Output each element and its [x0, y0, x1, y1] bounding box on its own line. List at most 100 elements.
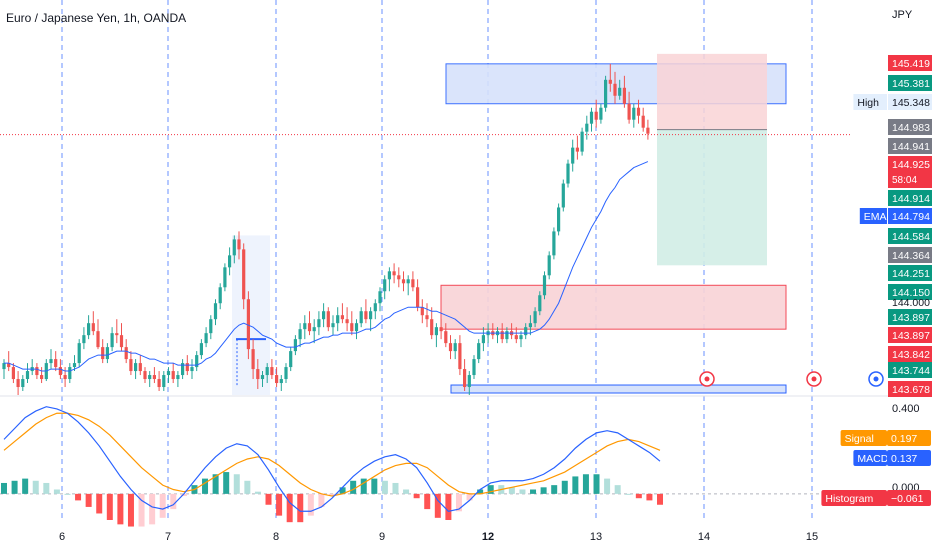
candle-body	[622, 87, 626, 104]
price-label-badge	[888, 265, 932, 281]
histogram-bar	[561, 480, 568, 494]
histogram-bar	[593, 474, 600, 494]
histogram-bar	[96, 493, 103, 514]
histogram-bar	[582, 474, 589, 494]
candle-body	[2, 363, 6, 370]
histogram-bar	[625, 493, 632, 495]
candle-body	[458, 343, 462, 370]
legend-value: 0.137	[891, 453, 917, 465]
candle-body	[25, 371, 30, 380]
take-profit-area	[657, 129, 767, 266]
candle-body	[444, 331, 448, 344]
session-highlight	[232, 235, 270, 395]
candle-body	[326, 311, 330, 328]
candle-body	[260, 375, 265, 380]
candle-body	[35, 367, 39, 376]
candle-body	[430, 319, 434, 336]
legend-tag-label: Signal	[845, 433, 874, 445]
price-label: 145.381	[892, 78, 930, 90]
candle-body	[519, 335, 523, 340]
histogram-bar	[138, 493, 145, 527]
candle-body	[190, 367, 194, 372]
candle-body	[580, 131, 584, 152]
histogram-bar	[75, 493, 82, 501]
candle-body	[143, 371, 147, 380]
histogram-bar	[233, 474, 240, 494]
candles	[2, 63, 650, 395]
price-label-badge	[888, 156, 932, 188]
price-label-badge	[888, 75, 932, 91]
candle-body	[124, 347, 128, 360]
candle-body	[256, 369, 260, 380]
candle-body	[528, 323, 532, 328]
candle-body	[298, 329, 302, 340]
candle-body	[223, 267, 227, 288]
histogram-bar	[212, 474, 219, 494]
currency-label: JPY	[892, 9, 913, 21]
histogram-bar	[445, 493, 452, 520]
histogram-bar	[466, 493, 473, 501]
histogram-bar	[22, 478, 29, 494]
candle-body	[608, 79, 612, 84]
candle-body	[119, 335, 124, 348]
candle-body	[594, 111, 598, 120]
candle-body	[387, 271, 391, 280]
histogram-bar	[85, 493, 92, 507]
price-label: 143.897	[892, 330, 930, 342]
candle-body	[289, 351, 293, 368]
stop-loss-area	[657, 53, 767, 130]
price-label: 144.941	[892, 141, 930, 153]
histogram-bar	[530, 489, 537, 494]
candle-body	[199, 343, 203, 356]
candle-body	[547, 255, 551, 276]
candle-body	[232, 239, 236, 256]
histogram-bar	[254, 491, 261, 494]
candle-body	[251, 349, 255, 370]
legend-value: 0.197	[891, 433, 917, 445]
candle-body	[467, 375, 471, 388]
price-label-badge	[888, 208, 932, 224]
histogram-bar	[149, 493, 156, 525]
histogram-bar	[519, 489, 526, 494]
candle-body	[354, 323, 359, 332]
candle-body	[317, 319, 321, 328]
candle-body	[322, 311, 326, 320]
price-label: 144.150	[892, 287, 930, 299]
candle-body	[72, 363, 77, 368]
candle-body	[557, 207, 561, 232]
candle-body	[359, 311, 363, 324]
event-marker-dot	[873, 376, 879, 382]
candle-body	[101, 347, 105, 360]
histogram-bar	[487, 485, 494, 494]
price-label-badge	[888, 138, 932, 154]
demand-zone	[440, 284, 787, 330]
candle-body	[364, 311, 368, 320]
candle-body	[500, 331, 504, 340]
price-label: 144.000	[892, 297, 930, 309]
legend-value-badge	[887, 490, 931, 506]
candle-body	[401, 279, 406, 284]
price-tag-high	[853, 94, 887, 110]
candle-body	[185, 363, 189, 372]
histogram-bar	[371, 478, 378, 494]
candle-body	[58, 367, 62, 376]
candle-body	[589, 111, 594, 124]
candle-body	[575, 147, 579, 152]
candle-body	[416, 287, 420, 308]
x-tick-label: 8	[273, 531, 279, 543]
histogram-bar	[339, 487, 346, 494]
support-zone	[450, 384, 787, 394]
candle-body	[49, 359, 53, 364]
chart-title: Euro / Japanese Yen, 1h, OANDA	[6, 11, 186, 25]
histogram-bar	[508, 487, 515, 494]
candle-body	[204, 333, 208, 344]
price-label-badge	[888, 309, 932, 325]
histogram-bar	[477, 489, 484, 494]
price-label: 143.678	[892, 384, 930, 396]
candle-body	[571, 147, 575, 164]
price-label-badge	[888, 55, 932, 71]
price-label-badge	[888, 228, 932, 244]
legend-tag-signal	[840, 430, 887, 446]
